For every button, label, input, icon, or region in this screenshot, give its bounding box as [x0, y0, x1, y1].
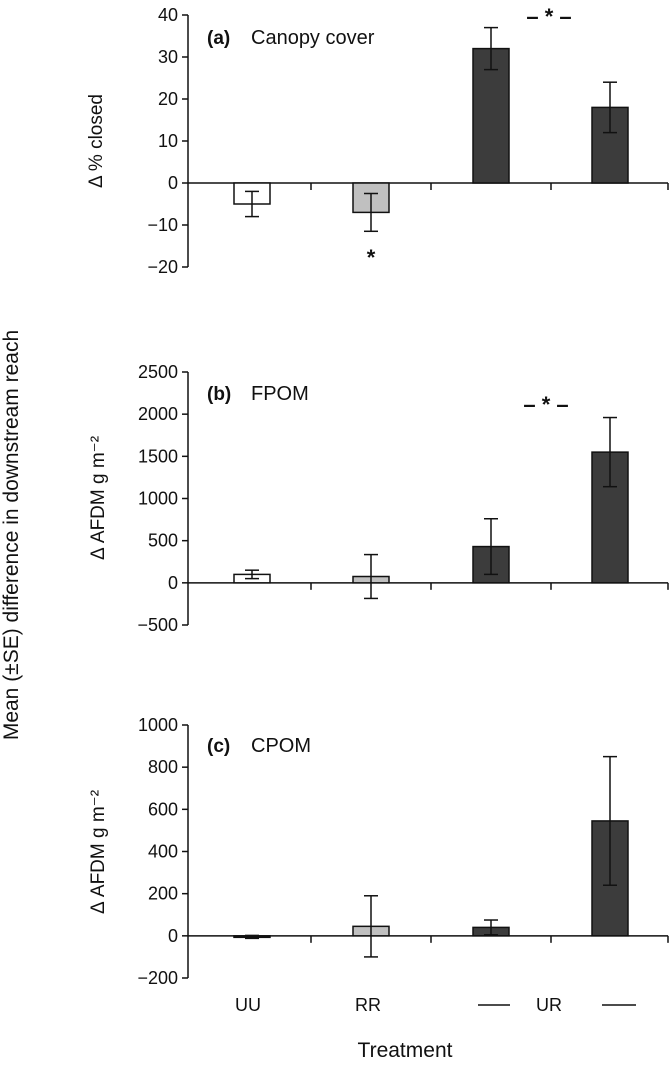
panel-a-canopy-cover: (a) Canopy cover Δ % closed −20 −10 0 10 20 3…: [86, 4, 669, 277]
panel-a-y-axis-label: Δ % closed: [86, 94, 107, 188]
panel-b-y-tick-label: 1000: [138, 489, 178, 509]
panel-a-y-tick-label: 10: [158, 131, 178, 151]
panel-a-y-tick-label: −20: [147, 257, 178, 277]
panel-c-letter: (c): [207, 736, 230, 757]
panel-b-y-tick-label: 1500: [138, 446, 178, 466]
panel-b-bars: [233, 416, 629, 600]
panel-b-letter: (b): [207, 384, 231, 405]
panel-a-bar-ur-3: [472, 47, 510, 184]
panel-b-fpom: (b) FPOM Δ AFDM g m⁻² −500 0 500 1000 1500 20…: [88, 362, 669, 635]
panel-b-y-tick-label: 2000: [138, 404, 178, 424]
category-label-rr: RR: [355, 995, 381, 1015]
category-label-ur: UR: [536, 995, 562, 1015]
panel-a-bars: [233, 26, 629, 233]
panel-a-title: Canopy cover: [251, 27, 375, 49]
panel-b-title: FPOM: [251, 383, 309, 405]
panel-a-ur-significance-marker: – * –: [526, 4, 571, 29]
panel-a-y-tick-label: 0: [168, 173, 178, 193]
panel-b-bar-ur-4: [591, 451, 629, 584]
panel-c-y-tick-label: 0: [168, 926, 178, 946]
panel-c-y-tick-label: 600: [148, 799, 178, 819]
panel-b-y-tick-label: 500: [148, 531, 178, 551]
panel-b-bar-ur-3: [472, 545, 510, 584]
panel-c-y-tick-label: 200: [148, 884, 178, 904]
panel-c-bars: [233, 755, 629, 958]
panel-a-y-tick-label: −10: [147, 215, 178, 235]
panel-a-y-tick-label: 30: [158, 47, 178, 67]
shared-y-axis-label: Mean (±SE) difference in downstream reac…: [0, 330, 23, 740]
category-label-uu: UU: [235, 995, 261, 1015]
panel-a-y-tick-label: 20: [158, 89, 178, 109]
panel-a-y-tick-label: 40: [158, 5, 178, 25]
panel-b-ticks: −500 0 500 1000 1500 2000 2500: [137, 362, 669, 635]
panel-a-ticks: −20 −10 0 10 20 30 40: [147, 5, 669, 277]
panel-c-y-tick-label: 800: [148, 757, 178, 777]
panel-c-title: CPOM: [251, 735, 311, 757]
panel-c-y-axis-label: Δ AFDM g m⁻²: [88, 790, 109, 914]
panel-c-y-tick-label: 1000: [138, 715, 178, 735]
panel-b-ur-significance-marker: – * –: [523, 392, 568, 417]
panel-a-rr-significance-asterisk: *: [367, 245, 376, 270]
panel-c-cpom: (c) CPOM Δ AFDM g m⁻² −200 0 200 400 600 800 1…: [88, 715, 669, 988]
panel-b-y-axis-label: Δ AFDM g m⁻²: [88, 436, 109, 560]
panel-a-letter: (a): [207, 28, 230, 49]
x-axis-label: Treatment: [358, 1039, 453, 1062]
panel-c-y-tick-label: 400: [148, 842, 178, 862]
panel-b-y-tick-label: 2500: [138, 362, 178, 382]
panel-b-y-tick-label: 0: [168, 573, 178, 593]
panel-b-y-tick-label: −500: [137, 615, 178, 635]
panel-c-y-tick-label: −200: [137, 968, 178, 988]
